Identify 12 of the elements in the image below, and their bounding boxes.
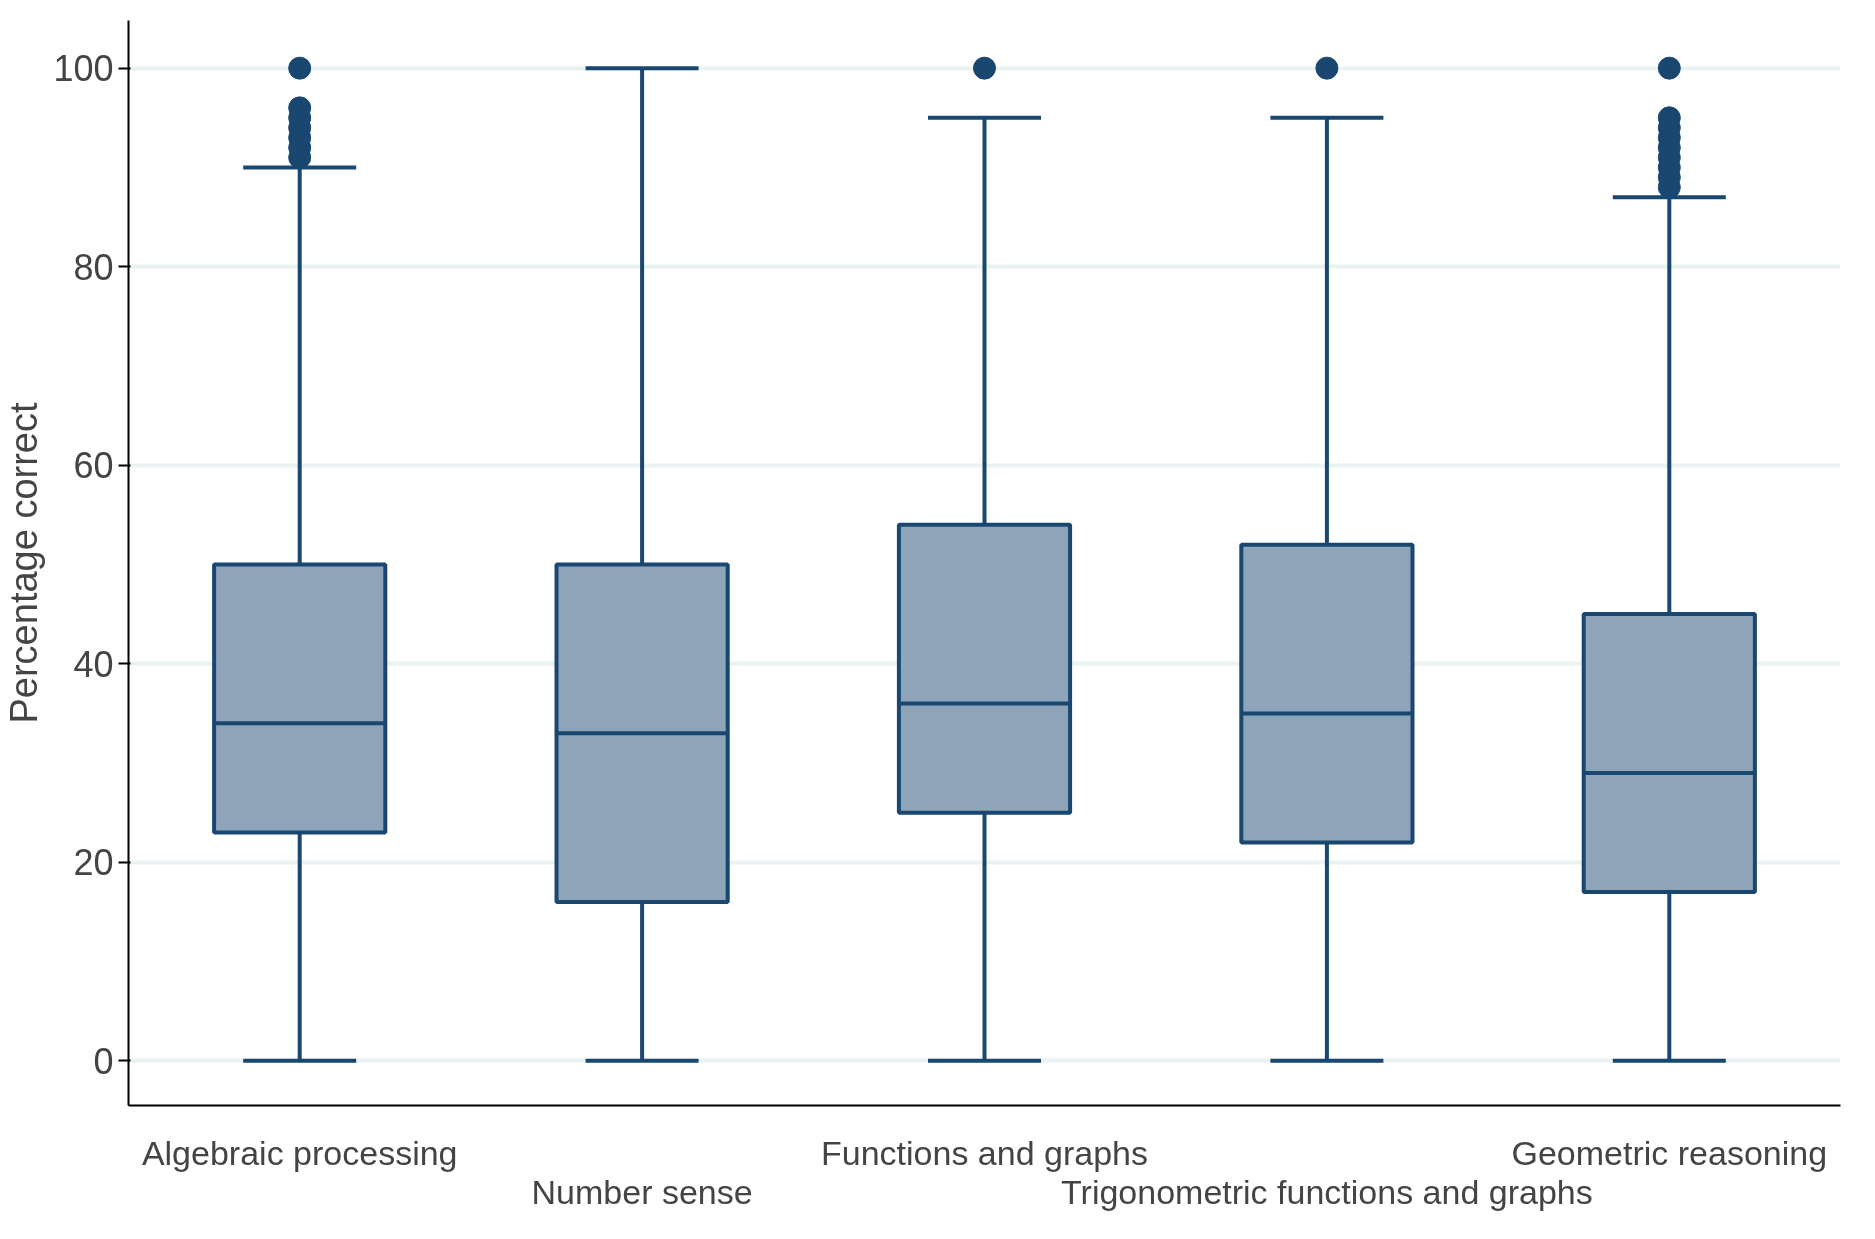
- x-tick-label: Number sense: [531, 1172, 753, 1211]
- y-tick-label: 60: [73, 445, 114, 487]
- x-tick-label: Algebraic processing: [141, 1133, 458, 1172]
- y-tick-label: 100: [53, 48, 114, 90]
- y-tick-label: 0: [93, 1040, 114, 1082]
- y-tick-label: 20: [73, 842, 114, 884]
- y-tick-label: 80: [73, 246, 114, 288]
- x-tick-label: Geometric reasoning: [1511, 1133, 1828, 1172]
- x-tick-label: Functions and graphs: [821, 1133, 1148, 1172]
- y-axis-title: Percentage correct: [3, 402, 46, 724]
- x-tick-label: Trigonometric functions and graphs: [1061, 1172, 1593, 1211]
- y-tick-label: 40: [73, 643, 114, 685]
